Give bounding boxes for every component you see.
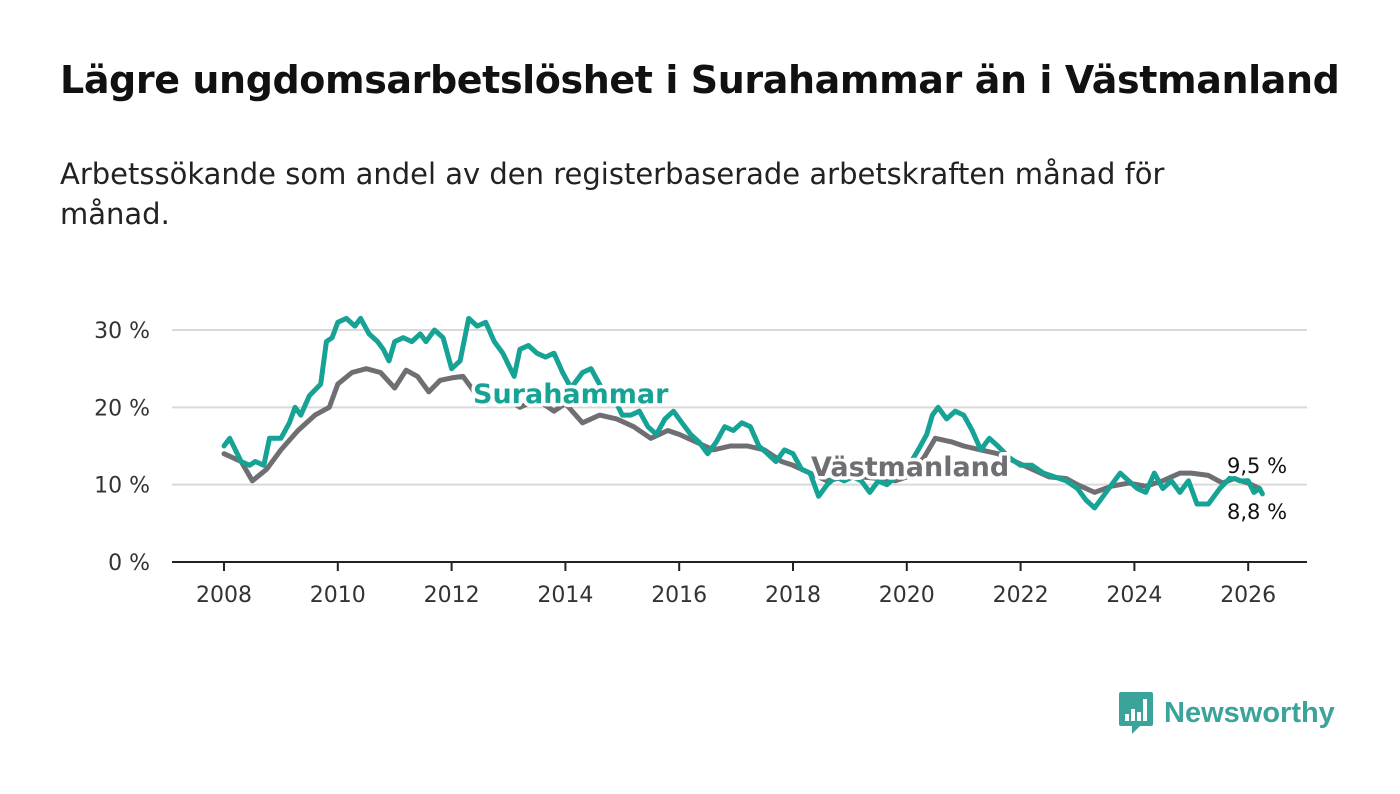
series-layer <box>221 315 1265 511</box>
y-tick-label: 30 % <box>94 319 150 344</box>
end-value-label: 8,8 % <box>1227 500 1287 524</box>
series-line-surahammar <box>221 315 1265 511</box>
series-line-v-stmanland <box>221 366 1263 495</box>
y-tick-label: 0 % <box>108 551 150 576</box>
brand-name: Newsworthy <box>1164 696 1335 729</box>
y-tick-label: 20 % <box>94 396 150 421</box>
axis-layer: 0 % 10 % 20 % 30 % 2008 2010 2012 2014 2016 2018 2… <box>94 319 1307 608</box>
x-tick-label: 2016 <box>651 583 707 608</box>
x-tick-label: 2018 <box>765 583 821 608</box>
series-label-halo: Surahammar <box>473 379 669 410</box>
series-label-halo: Västmanland <box>811 452 1009 483</box>
newsworthy-logo-icon <box>1119 692 1153 734</box>
chart-title: Lägre ungdomsarbetslöshet i Surahammar ä… <box>60 58 1340 102</box>
series-label: Surahammar <box>473 379 669 410</box>
x-tick-label: 2014 <box>537 583 593 608</box>
grid-layer <box>172 329 1307 486</box>
chart-subtitle: Arbetssökande som andel av den registerb… <box>60 157 1165 231</box>
x-tick-label: 2010 <box>310 583 366 608</box>
series-label: Västmanland <box>811 452 1009 483</box>
newsworthy-brand[interactable]: Newsworthy <box>1118 690 1335 736</box>
y-tick-label: 10 % <box>94 474 150 499</box>
x-tick-label: 2022 <box>993 583 1049 608</box>
x-tick-label: 2020 <box>879 583 935 608</box>
end-value-label-halo: 8,8 % <box>1227 500 1287 524</box>
x-tick-label: 2012 <box>424 583 480 608</box>
x-tick-label: 2008 <box>196 583 252 608</box>
end-value-label-halo: 9,5 % <box>1227 454 1287 478</box>
end-value-label: 9,5 % <box>1227 454 1287 478</box>
label-layer: SurahammarSurahammarVästmanlandVästmanla… <box>470 376 1291 528</box>
x-tick-label: 2026 <box>1220 583 1276 608</box>
x-tick-label: 2024 <box>1106 583 1162 608</box>
